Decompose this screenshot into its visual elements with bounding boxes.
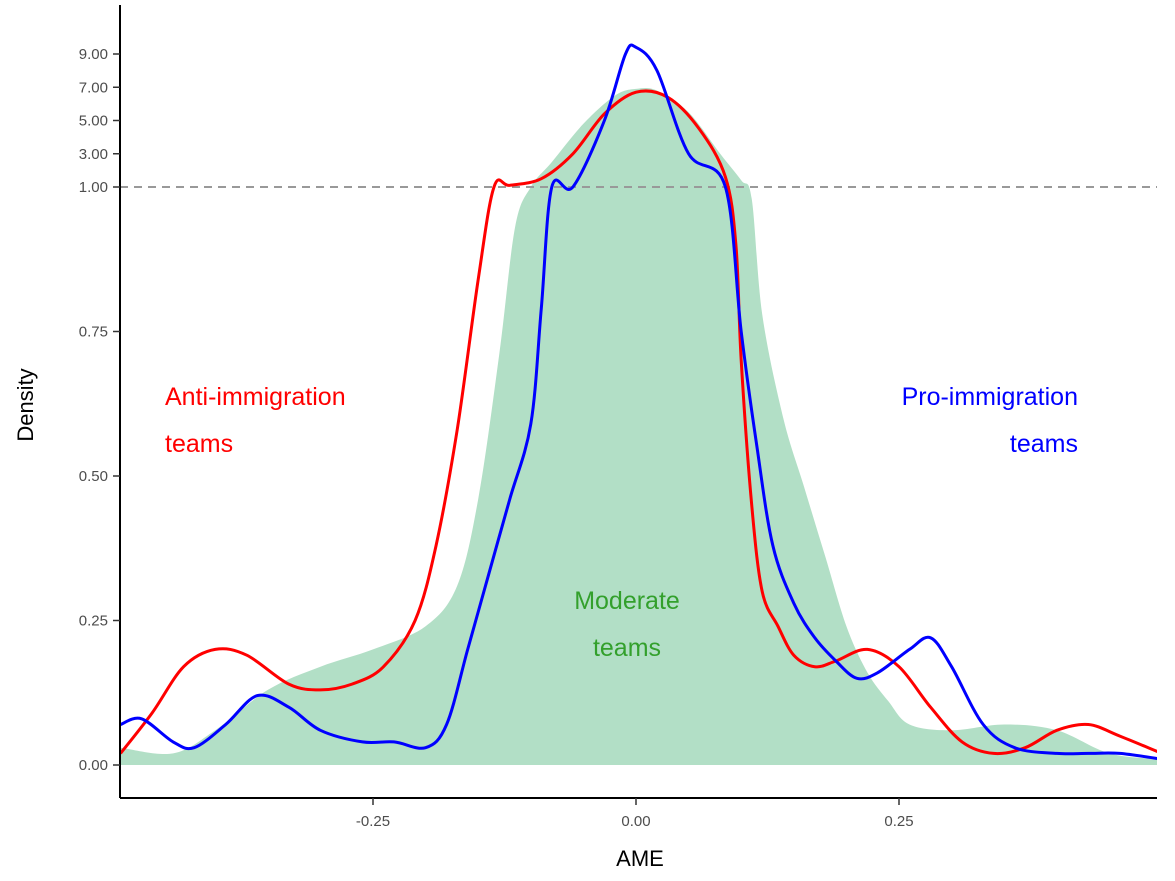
line-layer (120, 43, 1157, 760)
x-axis-ticks: -0.25 0.00 0.25 (356, 798, 914, 830)
area-layer (120, 87, 1157, 765)
x-tick-label: -0.25 (356, 813, 390, 830)
density-line-pro-immigration-teams (120, 43, 1157, 760)
y-tick-label: 9.00 (79, 46, 108, 63)
density-line-anti-immigration-teams (120, 89, 1157, 756)
x-tick-label: 0.25 (884, 813, 913, 830)
x-tick-label: 0.00 (621, 813, 650, 830)
y-tick-label: 5.00 (79, 113, 108, 130)
y-tick-label: 0.00 (79, 757, 108, 774)
annotation-pro-line-2: teams (1010, 430, 1078, 458)
annotation-anti-line-2: teams (165, 430, 233, 458)
y-tick-label: 0.50 (79, 468, 108, 485)
annotation-moderate-line-1: Moderate (574, 587, 680, 615)
y-tick-label: 3.00 (79, 146, 108, 163)
annotation-layer: Anti-immigration teams Pro-immigration team… (165, 383, 1078, 662)
annotation-pro-line-1: Pro-immigration (902, 383, 1078, 411)
x-axis-title: AME (616, 846, 664, 871)
y-tick-label: 1.00 (79, 179, 108, 196)
y-axis-title: Density (13, 368, 38, 441)
y-tick-label: 0.75 (79, 324, 108, 341)
y-axis-ticks: 0.00 0.25 0.50 0.75 1.00 3.00 5.00 7.00 9.00 (79, 46, 120, 774)
y-tick-label: 0.25 (79, 613, 108, 630)
y-tick-label: 7.00 (79, 79, 108, 96)
annotation-anti-line-1: Anti-immigration (165, 383, 346, 411)
annotation-moderate-line-2: teams (593, 634, 661, 662)
density-area-moderate-teams (120, 87, 1157, 765)
